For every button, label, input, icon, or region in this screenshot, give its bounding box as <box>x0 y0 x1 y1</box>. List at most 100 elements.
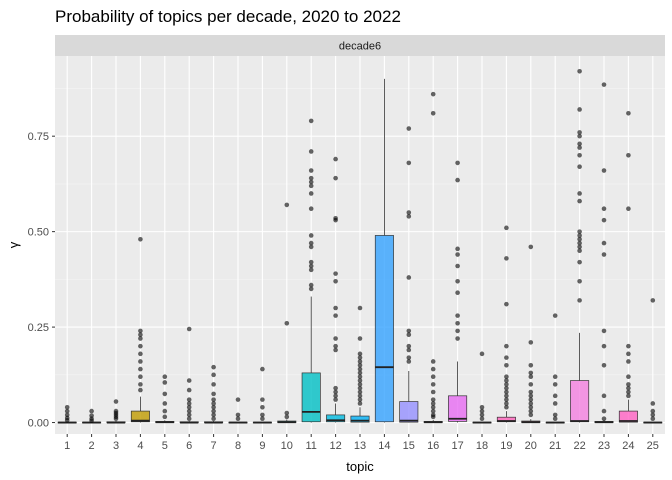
outlier-point <box>601 252 607 257</box>
outlier-point <box>430 389 436 395</box>
outlier-point <box>284 410 290 416</box>
outlier-point <box>504 225 509 231</box>
outlier-point <box>260 416 265 422</box>
outlier-point <box>406 328 412 334</box>
outlier-point <box>626 389 631 395</box>
box-body <box>350 415 370 423</box>
x-tick-label: 19 <box>500 440 512 452</box>
outlier-point <box>626 382 631 387</box>
outlier-point <box>162 414 168 420</box>
box-topic-5 <box>155 374 175 424</box>
outlier-point <box>357 389 363 395</box>
x-tick-label: 1 <box>64 440 70 452</box>
outlier-point <box>138 374 143 380</box>
x-tick-label: 6 <box>186 440 192 452</box>
outlier-point <box>577 244 582 250</box>
outlier-point <box>211 401 216 406</box>
outlier-point <box>89 418 94 423</box>
outlier-point <box>455 320 460 326</box>
outlier-point <box>333 343 338 349</box>
boxes <box>57 68 663 424</box>
x-tick-label: 4 <box>137 440 143 452</box>
x-tick-label: 16 <box>427 440 439 452</box>
outlier-point <box>577 229 582 234</box>
box-topic-11 <box>301 118 321 423</box>
outlier-point <box>577 298 582 303</box>
outlier-point <box>64 408 70 414</box>
outlier-point <box>406 347 412 353</box>
outlier-point <box>138 387 143 393</box>
outlier-point <box>650 412 656 418</box>
outlier-point <box>186 408 192 414</box>
outlier-point <box>504 343 509 349</box>
outlier-point <box>113 399 119 404</box>
outlier-point <box>211 397 216 402</box>
x-tick-label: 21 <box>549 440 561 452</box>
outlier-point <box>577 248 582 254</box>
outlier-point <box>430 359 436 364</box>
outlier-point <box>430 408 436 414</box>
outlier-point <box>406 126 412 131</box>
outlier-point <box>650 416 656 422</box>
outlier-point <box>186 378 192 383</box>
outlier-point <box>577 259 582 265</box>
outlier-point <box>333 278 338 284</box>
outlier-point <box>162 374 168 380</box>
x-tick-label: 22 <box>573 440 585 452</box>
outlier-point <box>89 408 94 414</box>
y-tick-label: 0.25 <box>28 322 49 334</box>
outlier-point <box>601 82 607 87</box>
outlier-point <box>552 416 558 422</box>
outlier-point <box>626 359 631 364</box>
outlier-point <box>504 385 509 391</box>
box-topic-19 <box>496 225 516 423</box>
box-topic-24 <box>618 110 638 423</box>
outlier-point <box>430 374 436 380</box>
outlier-point <box>601 362 607 368</box>
outlier-point <box>430 397 436 402</box>
outlier-point <box>235 397 241 402</box>
outlier-point <box>162 391 168 397</box>
outlier-point <box>577 278 582 284</box>
outlier-point <box>528 404 534 410</box>
outlier-point <box>357 393 363 399</box>
outlier-point <box>577 152 582 158</box>
outlier-point <box>406 332 412 338</box>
box-topic-20 <box>521 244 541 424</box>
outlier-point <box>333 313 338 318</box>
outlier-point <box>357 374 363 380</box>
y-axis: 0.00 0.25 0.50 0.75 <box>28 131 55 430</box>
outlier-point <box>138 382 143 387</box>
outlier-point <box>308 259 314 265</box>
outlier-point <box>455 177 460 183</box>
outlier-point <box>455 246 460 252</box>
chart-title: Probability of topics per decade, 2020 t… <box>55 7 401 26</box>
outlier-point <box>601 343 607 349</box>
x-tick-label: 14 <box>378 440 390 452</box>
box-topic-16 <box>423 91 443 424</box>
outlier-point <box>528 389 534 395</box>
outlier-point <box>162 401 168 406</box>
box-topic-3 <box>106 399 126 424</box>
outlier-point <box>479 408 485 414</box>
outlier-point <box>504 397 509 402</box>
outlier-point <box>308 118 314 124</box>
x-tick-label: 3 <box>113 440 119 452</box>
outlier-point <box>357 305 363 311</box>
outlier-point <box>211 364 216 370</box>
y-tick-label: 0.50 <box>28 227 49 239</box>
outlier-point <box>138 366 143 372</box>
box-topic-9 <box>252 366 272 424</box>
box-topic-10 <box>277 202 297 424</box>
box-body <box>618 410 638 423</box>
outlier-point <box>284 414 290 420</box>
outlier-point <box>64 417 70 423</box>
outlier-point <box>235 416 241 422</box>
outlier-point <box>577 68 582 74</box>
x-tick-label: 18 <box>476 440 488 452</box>
outlier-point <box>333 305 338 311</box>
outlier-point <box>333 156 338 162</box>
outlier-point <box>504 401 509 406</box>
outlier-point <box>333 393 338 399</box>
outlier-point <box>455 252 460 257</box>
